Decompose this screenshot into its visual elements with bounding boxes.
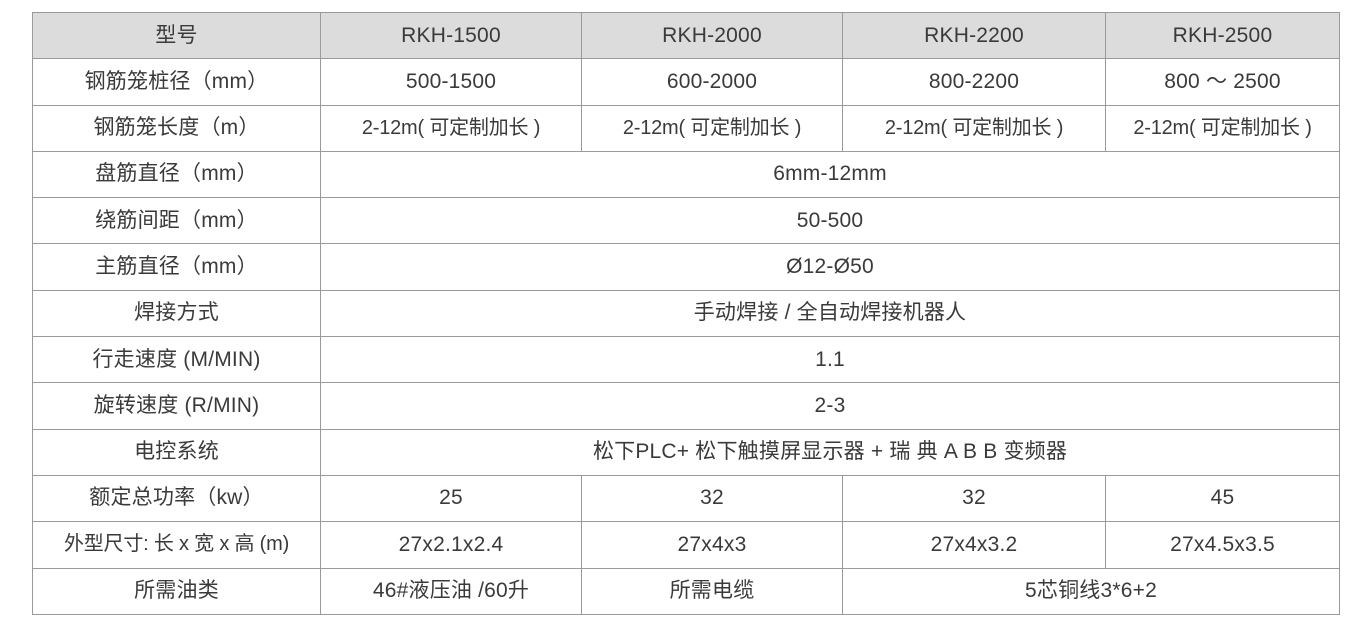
row-label-rotation-speed: 旋转速度 (R/MIN) (32, 382, 321, 430)
table-row: 绕筋间距（mm） 50-500 (32, 197, 1340, 245)
table-row: 钢筋笼桩径（mm） 500-1500 600-2000 800-2200 800… (32, 58, 1340, 106)
cell-rated-power-2000: 32 (581, 474, 843, 523)
row-label-cage-diameter: 钢筋笼桩径（mm） (32, 58, 321, 106)
cell-rated-power-2200: 32 (842, 474, 1106, 523)
row-label-dimensions: 外型尺寸: 长 x 宽 x 高 (m) (32, 521, 321, 569)
specification-table: 型号 RKH-1500 RKH-2000 RKH-2200 RKH-2500 钢… (32, 11, 1340, 615)
header-cell-rkh1500: RKH-1500 (320, 11, 582, 60)
header-cell-rkh2200: RKH-2200 (842, 11, 1106, 60)
table-row: 主筋直径（mm） Ø12-Ø50 (32, 243, 1340, 291)
cell-dimensions-2500: 27x4.5x3.5 (1105, 521, 1340, 569)
cell-required-oil-value: 46#液压油 /60升 (320, 567, 582, 615)
cell-required-cable-value: 5芯铜线3*6+2 (842, 567, 1340, 615)
table-row: 旋转速度 (R/MIN) 2-3 (32, 382, 1340, 430)
table-row: 外型尺寸: 长 x 宽 x 高 (m) 27x2.1x2.4 27x4x3 27… (32, 521, 1340, 569)
table-row: 盘筋直径（mm） 6mm-12mm (32, 150, 1340, 199)
row-label-control-system: 电控系统 (32, 428, 321, 476)
row-label-coil-diameter: 盘筋直径（mm） (32, 150, 321, 199)
table-row: 钢筋笼长度（m） 2-12m( 可定制加长 ) 2-12m( 可定制加长 ) 2… (32, 104, 1340, 152)
cell-rated-power-1500: 25 (320, 474, 582, 523)
cell-cage-length-2500: 2-12m( 可定制加长 ) (1105, 104, 1340, 152)
row-label-winding-spacing: 绕筋间距（mm） (32, 197, 321, 245)
table-row: 电控系统 松下PLC+ 松下触摸屏显示器 + 瑞 典 A B B 变频器 (32, 428, 1340, 476)
cell-winding-spacing-value: 50-500 (320, 197, 1340, 245)
header-cell-model: 型号 (32, 11, 321, 60)
cell-main-bar-diameter-value: Ø12-Ø50 (320, 243, 1340, 291)
specification-table-container: 型号 RKH-1500 RKH-2000 RKH-2200 RKH-2500 钢… (32, 11, 1340, 615)
cell-rotation-speed-value: 2-3 (320, 382, 1340, 430)
cell-cage-diameter-2200: 800-2200 (842, 58, 1106, 106)
row-label-cage-length: 钢筋笼长度（m） (32, 104, 321, 152)
row-label-welding-method: 焊接方式 (32, 289, 321, 338)
header-cell-rkh2000: RKH-2000 (581, 11, 843, 60)
cell-cage-length-2200: 2-12m( 可定制加长 ) (842, 104, 1106, 152)
cell-welding-method-value: 手动焊接 / 全自动焊接机器人 (320, 289, 1340, 338)
cell-cage-length-1500: 2-12m( 可定制加长 ) (320, 104, 582, 152)
cell-cage-length-2000: 2-12m( 可定制加长 ) (581, 104, 843, 152)
header-cell-rkh2500: RKH-2500 (1105, 11, 1340, 60)
row-label-travel-speed: 行走速度 (M/MIN) (32, 336, 321, 384)
table-row: 行走速度 (M/MIN) 1.1 (32, 336, 1340, 384)
cell-required-cable-label: 所需电缆 (581, 567, 843, 615)
cell-cage-diameter-2500: 800 ～ 2500 (1105, 58, 1340, 106)
table-row: 焊接方式 手动焊接 / 全自动焊接机器人 (32, 289, 1340, 338)
cell-dimensions-2200: 27x4x3.2 (842, 521, 1106, 569)
table-header-row: 型号 RKH-1500 RKH-2000 RKH-2200 RKH-2500 (32, 11, 1340, 60)
row-label-required-oil: 所需油类 (32, 567, 321, 615)
cell-dimensions-1500: 27x2.1x2.4 (320, 521, 582, 569)
cell-travel-speed-value: 1.1 (320, 336, 1340, 384)
cell-coil-diameter-value: 6mm-12mm (320, 150, 1340, 199)
cell-cage-diameter-1500: 500-1500 (320, 58, 582, 106)
row-label-rated-power: 额定总功率（kw） (32, 474, 321, 523)
cell-control-system-value: 松下PLC+ 松下触摸屏显示器 + 瑞 典 A B B 变频器 (320, 428, 1340, 476)
table-row: 所需油类 46#液压油 /60升 所需电缆 5芯铜线3*6+2 (32, 567, 1340, 615)
cell-cage-diameter-2000: 600-2000 (581, 58, 843, 106)
table-row: 额定总功率（kw） 25 32 32 45 (32, 474, 1340, 523)
cell-dimensions-2000: 27x4x3 (581, 521, 843, 569)
cell-rated-power-2500: 45 (1105, 474, 1340, 523)
row-label-main-bar-diameter: 主筋直径（mm） (32, 243, 321, 291)
